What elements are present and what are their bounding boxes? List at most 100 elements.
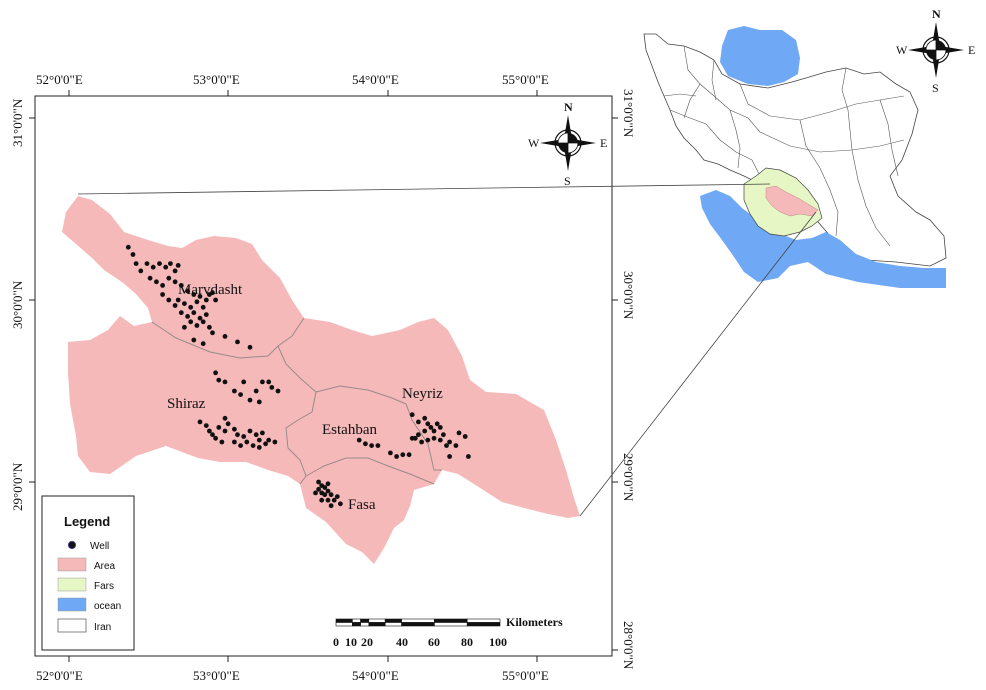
well-point (244, 439, 250, 445)
well-point (210, 290, 215, 296)
well-point (222, 415, 228, 421)
well-point (160, 283, 166, 288)
well-point (269, 385, 275, 390)
well-point (253, 388, 259, 394)
lon-label-bottom-53: 53°0'0"E (193, 668, 240, 683)
well-point (260, 430, 265, 436)
boundary-marvdasht (151, 317, 305, 359)
well-point (197, 419, 203, 425)
scale-segment (466, 622, 501, 627)
well-point (172, 303, 178, 308)
well-point (213, 297, 219, 303)
boundary-fasa (305, 457, 435, 485)
well-point (266, 379, 272, 385)
district-label-marvdasht: Marvdasht (178, 282, 243, 298)
well-point (434, 421, 440, 427)
well-point (325, 497, 331, 503)
well-point (319, 497, 325, 503)
well-point (466, 454, 471, 459)
well-point (322, 485, 328, 490)
well-point (409, 435, 415, 441)
inset-study-area (765, 185, 819, 217)
well-point (207, 324, 212, 330)
well-point (235, 432, 240, 438)
well-point (322, 492, 328, 498)
well-point (238, 392, 244, 397)
legend: Legend Well Area Fars ocean Iran (41, 495, 135, 651)
well-point (247, 428, 253, 434)
scale-segment (384, 622, 402, 627)
well-point (200, 319, 206, 325)
well-point (175, 263, 181, 268)
well-point (203, 312, 209, 317)
lat-label-left-31: 31°0'0"N (10, 98, 25, 147)
well-point (256, 437, 262, 443)
inset-caspian-sea (720, 26, 800, 86)
well-point (247, 344, 253, 350)
compass-main-s: S (564, 174, 571, 188)
legend-well-label: Well (90, 541, 109, 552)
well-point (247, 397, 253, 403)
well-point (194, 323, 200, 328)
well-point (431, 428, 437, 434)
legend-well-symbol (67, 540, 77, 550)
well-point (197, 294, 203, 299)
well-point (447, 454, 452, 459)
compass-main-w: W (528, 136, 540, 150)
scale-tick-0: 0 (333, 635, 339, 649)
well-point (263, 441, 268, 447)
inset-persian-gulf (700, 190, 946, 288)
scale-segment (384, 618, 402, 623)
scale-segment (335, 622, 353, 627)
compass-inset-e: E (968, 43, 975, 57)
well-point (256, 445, 262, 450)
wells-layer (125, 244, 471, 509)
legend-title: Legend (64, 514, 110, 529)
lat-label-right-28: 28°0'0"N (621, 621, 636, 670)
scale-segment (352, 618, 361, 623)
legend-iran-swatch (57, 618, 87, 633)
boundary-estahban (315, 385, 442, 471)
scale-segment (360, 618, 370, 623)
district-boundaries (151, 317, 442, 485)
compass-main-e: E (600, 136, 607, 150)
well-point (325, 488, 331, 494)
well-point (363, 441, 368, 447)
well-point (225, 421, 231, 427)
well-point (422, 415, 428, 421)
legend-fars-swatch (57, 577, 87, 592)
inset-iran-outline (643, 33, 947, 267)
well-point (133, 261, 139, 266)
lon-label-top-54: 54°0'0"E (352, 72, 399, 87)
well-point (422, 428, 428, 434)
district-label-neyriz: Neyriz (402, 386, 443, 402)
well-point (235, 339, 240, 345)
well-point (428, 425, 434, 430)
scale-segment (368, 622, 386, 627)
compass-inset-s: S (932, 81, 939, 95)
well-point (253, 432, 259, 438)
well-point (425, 421, 431, 427)
well-point (160, 292, 166, 297)
legend-area-swatch (57, 557, 87, 572)
well-point (166, 297, 172, 303)
well-point (197, 315, 203, 321)
scale-segment (434, 618, 468, 623)
legend-ocean-swatch (57, 597, 87, 612)
well-point (191, 310, 197, 316)
well-point (462, 434, 468, 439)
well-point (431, 435, 437, 441)
well-point (328, 503, 334, 509)
district-label-estahban: Estahban (322, 422, 377, 438)
scale-segment (368, 618, 386, 623)
well-point (185, 314, 191, 319)
well-point (241, 379, 247, 385)
boundary-shiraz-east (277, 345, 317, 485)
well-point (172, 279, 178, 285)
scale-bar-segments (335, 618, 501, 627)
well-point (219, 439, 225, 445)
compass-inset-w: W (896, 43, 908, 57)
well-point (456, 430, 462, 436)
well-point (419, 439, 424, 445)
compass-main: N S E W (528, 100, 607, 188)
